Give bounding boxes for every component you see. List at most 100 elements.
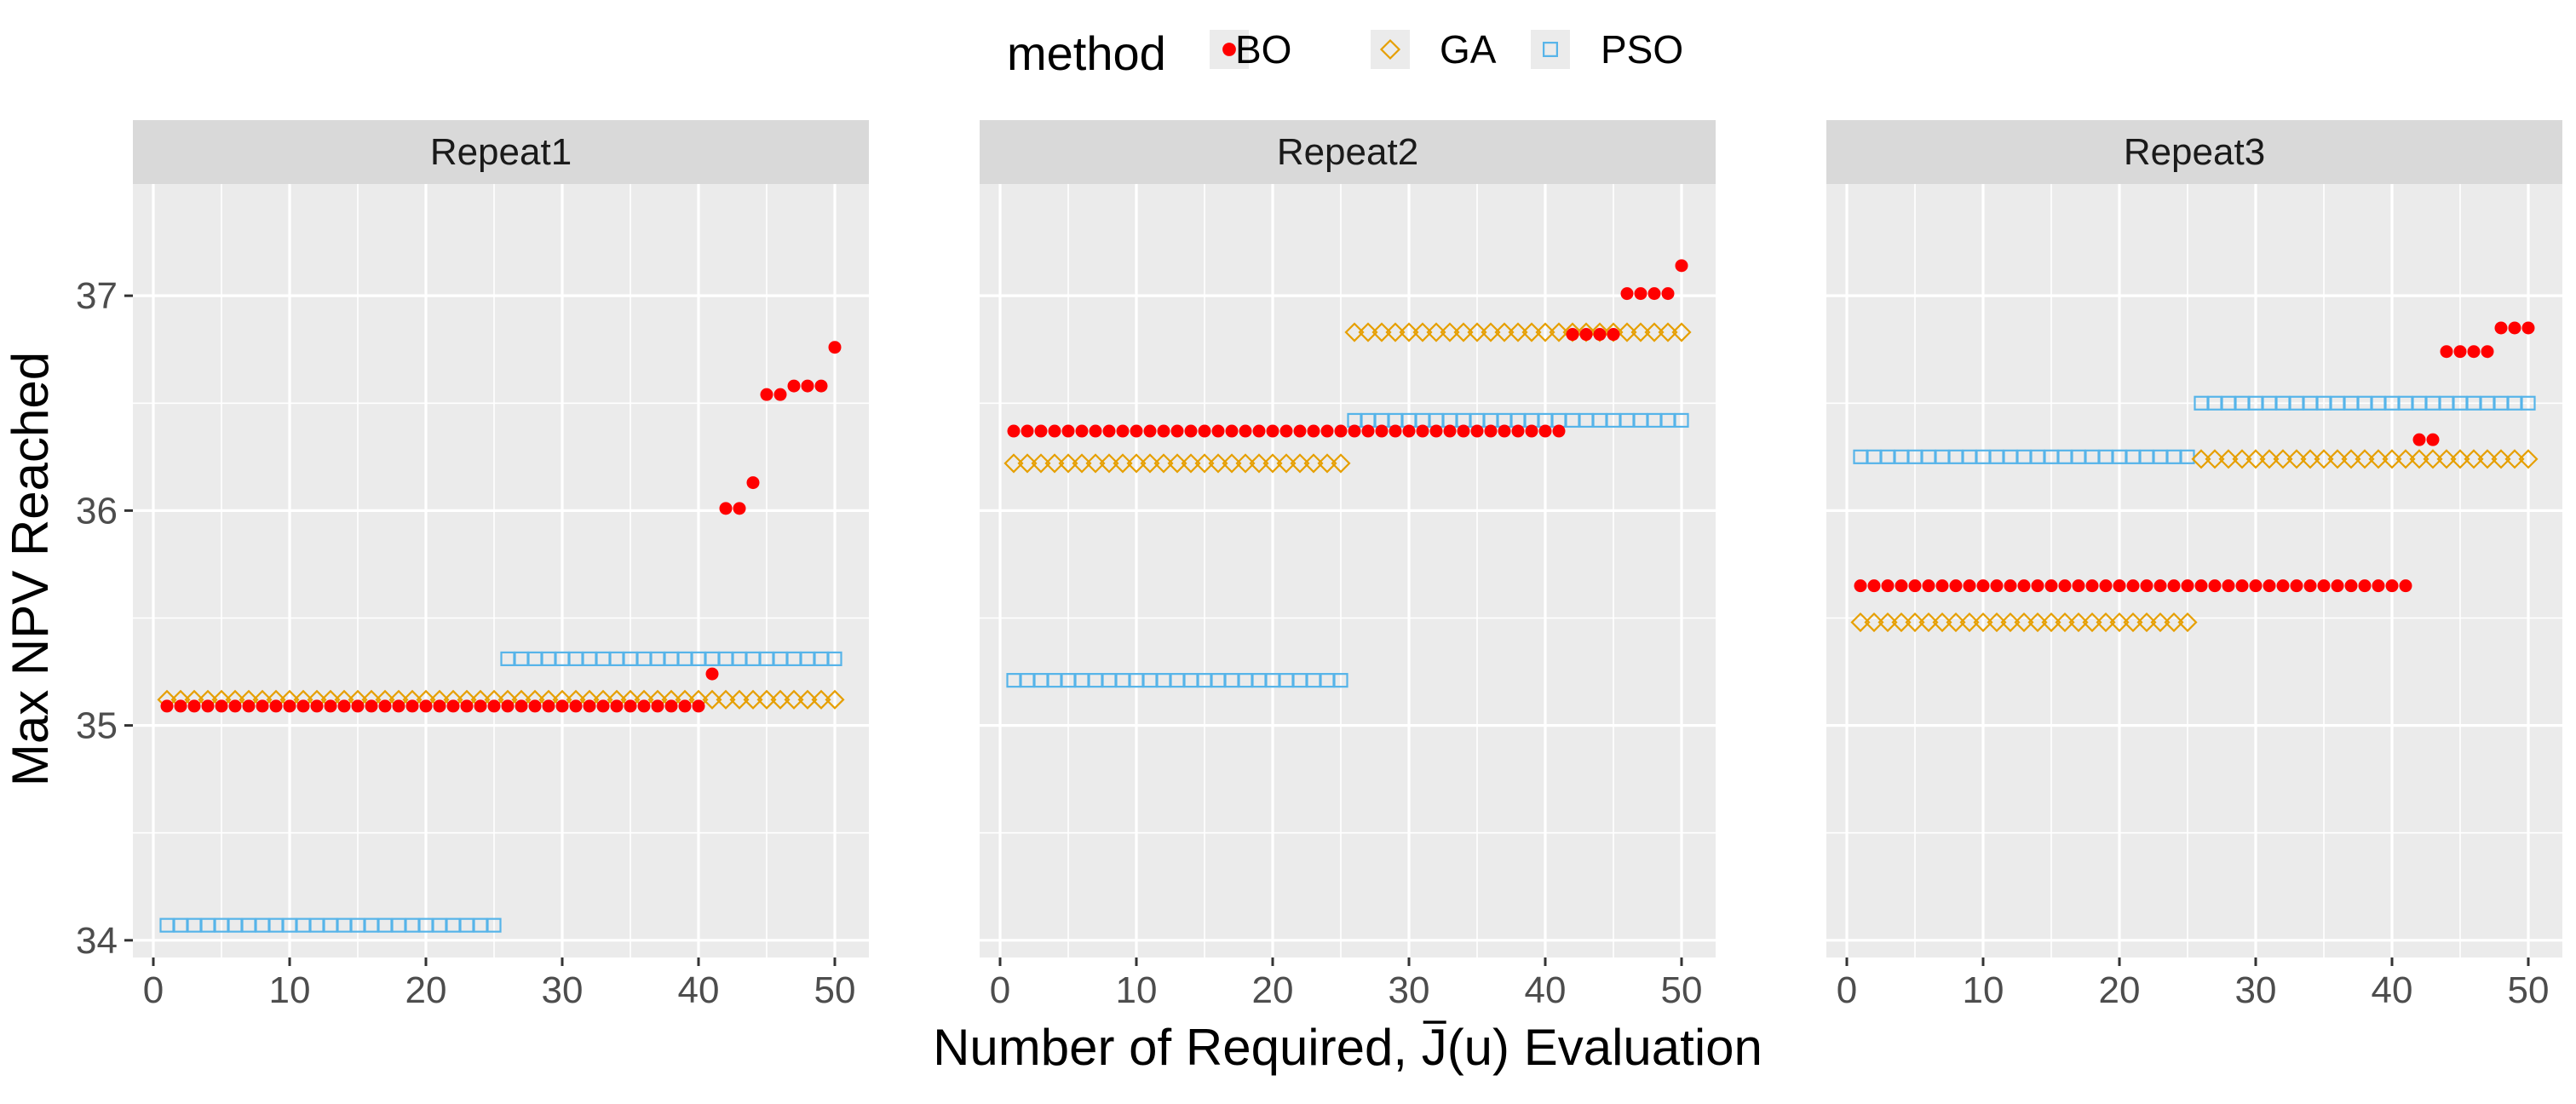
x-tick-label: 10	[1963, 969, 2004, 1011]
data-point-bo	[733, 502, 746, 515]
data-point-bo	[1266, 424, 1279, 438]
data-point-bo	[2331, 579, 2344, 593]
data-point-bo	[528, 699, 542, 713]
data-point-bo	[365, 699, 378, 713]
data-point-ga	[1085, 453, 1106, 474]
legend-marker-pso	[1543, 42, 1558, 57]
data-point-ga	[1905, 612, 1925, 633]
x-tick-label: 50	[2508, 969, 2550, 1011]
data-point-ga	[1140, 453, 1160, 474]
data-point-ga	[2232, 449, 2252, 469]
data-point-ga	[2218, 449, 2239, 469]
data-point-ga	[2382, 449, 2402, 469]
x-tick-label: 30	[2235, 969, 2277, 1011]
data-point-bo	[542, 699, 555, 713]
data-point-bo	[555, 699, 569, 713]
data-point-bo	[1990, 579, 2004, 593]
data-point-bo	[392, 699, 405, 713]
data-point-ga	[2205, 449, 2225, 469]
y-tick-label: 34	[76, 920, 118, 962]
x-tick-label: 20	[2099, 969, 2141, 1011]
panels: Repeat1 0 10 20 30 40 50 34 35 36 37 Repeat2 0 10 20 30…	[76, 120, 2562, 1011]
data-point-ga	[1181, 453, 1201, 474]
data-point-ga	[1303, 453, 1324, 474]
data-point-bo	[2290, 579, 2303, 593]
data-point-ga	[1222, 453, 1242, 474]
y-tick-label: 35	[76, 705, 118, 747]
data-point-ga	[2123, 612, 2143, 633]
data-point-ga	[1276, 453, 1297, 474]
data-point-bo	[256, 699, 269, 713]
panel-background	[1826, 184, 2562, 957]
data-point-ga	[2000, 612, 2021, 633]
data-point-bo	[2440, 345, 2453, 359]
x-tick-label: 40	[2372, 969, 2413, 1011]
data-point-bo	[1443, 424, 1457, 438]
data-point-ga	[1153, 453, 1174, 474]
panel-strip	[980, 120, 1716, 184]
data-point-bo	[2249, 579, 2263, 593]
data-point-ga	[2327, 449, 2348, 469]
legend-key-ga	[1371, 30, 1410, 69]
data-point-bo	[1976, 579, 1990, 593]
data-point-bo	[2453, 345, 2467, 359]
data-point-bo	[1675, 259, 1688, 273]
data-point-bo	[2399, 579, 2412, 593]
data-point-ga	[1630, 322, 1651, 342]
data-point-ga	[1385, 322, 1406, 342]
data-point-bo	[515, 699, 528, 713]
panel-repeat2: Repeat2 0 10 20 30 40 50	[980, 120, 1716, 1011]
data-point-ga	[1113, 453, 1133, 474]
data-point-bo	[624, 699, 637, 713]
legend: method BO GA PSO	[1007, 26, 1683, 80]
data-point-ga	[2055, 612, 2075, 633]
data-point-bo	[705, 667, 719, 681]
data-point-bo	[1429, 424, 1443, 438]
x-tick-label: 0	[990, 969, 1010, 1011]
x-tick-label: 20	[1252, 969, 1294, 1011]
data-point-bo	[378, 699, 392, 713]
data-point-ga	[1262, 453, 1283, 474]
data-point-bo	[2426, 433, 2440, 446]
legend-key-pso	[1531, 30, 1570, 69]
data-point-bo	[446, 699, 460, 713]
x-axis-title-prefix: Number of Required,	[933, 1019, 1422, 1076]
data-point-ga	[2300, 449, 2320, 469]
data-point-ga	[1658, 322, 1678, 342]
data-point-bo	[1279, 424, 1293, 438]
data-point-ga	[2068, 612, 2089, 633]
data-point-bo	[1607, 328, 1620, 342]
data-point-bo	[1361, 424, 1375, 438]
data-point-bo	[1375, 424, 1389, 438]
data-point-ga	[702, 689, 722, 710]
data-point-bo	[242, 699, 256, 713]
data-point-bo	[2494, 321, 2508, 335]
data-point-bo	[1470, 424, 1484, 438]
data-point-bo	[2263, 579, 2276, 593]
data-point-ga	[1467, 322, 1487, 342]
data-point-ga	[1072, 453, 1092, 474]
data-point-ga	[1249, 453, 1269, 474]
data-point-bo	[2521, 321, 2535, 335]
data-point-bo	[1307, 424, 1320, 438]
data-point-bo	[2017, 579, 2031, 593]
x-tick-label: 40	[678, 969, 720, 1011]
data-point-ga	[2464, 449, 2484, 469]
data-point-bo	[174, 699, 187, 713]
data-point-ga	[797, 689, 818, 710]
data-point-bo	[1457, 424, 1470, 438]
panel-title: Repeat3	[2124, 131, 2265, 173]
data-point-ga	[2096, 612, 2116, 633]
data-point-ga	[1671, 322, 1692, 342]
data-point-bo	[2508, 321, 2521, 335]
data-point-bo	[2372, 579, 2385, 593]
x-axis-title-symbol: J	[1422, 1019, 1447, 1076]
data-point-bo	[637, 699, 651, 713]
x-tick-label: 20	[405, 969, 447, 1011]
data-point-bo	[187, 699, 201, 713]
panel-background	[133, 184, 869, 957]
legend-label-bo: BO	[1235, 27, 1291, 72]
data-point-bo	[1184, 424, 1198, 438]
panel-strip	[133, 120, 869, 184]
data-point-ga	[1426, 322, 1446, 342]
